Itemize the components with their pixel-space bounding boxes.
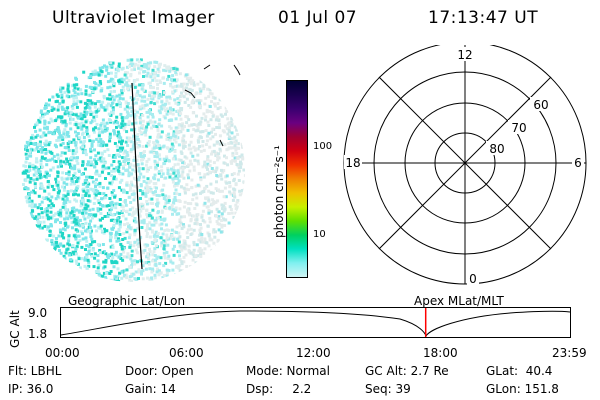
timeline-axis-title: GC Alt [8,310,22,348]
lat-label-60: 60 [533,98,548,112]
mlt-label-12: 12 [457,48,472,62]
status-glon: GLon: 151.8 [486,382,559,396]
colorbar-label: photon cm⁻²s⁻¹ [272,145,286,238]
timeline-y-tick-low: 1.8 [28,327,48,341]
colorbar [286,80,308,278]
status-seq: Seq: 39 [365,382,411,396]
x-tick-0000: 00:00 [45,346,80,360]
status-door: Door: Open [125,364,194,378]
mlt-label-6: 6 [574,156,582,170]
timeline-y-tick-high: 9.0 [28,306,48,320]
status-gc-alt: GC Alt: 2.7 Re [365,364,449,378]
status-filter: Flt: LBHL [8,364,62,378]
x-tick-0600: 06:00 [169,346,204,360]
time-label: 17:13:47 UT [428,8,539,28]
terminator-line [131,82,143,270]
timeline-left-label: Geographic Lat/Lon [68,294,186,308]
colorbar-tick-100: 100 [313,141,333,152]
status-dsp: Dsp: 2.2 [246,382,312,396]
instrument-title: Ultraviolet Imager [52,8,215,28]
x-tick-1800: 18:00 [423,346,458,360]
polar-grid-plot: 12 18 6 0 60 70 80 [343,45,587,286]
colorbar-gradient [287,81,307,277]
lat-label-80: 80 [489,142,504,156]
x-tick-2359: 23:59 [552,346,587,360]
altitude-curve [60,310,571,338]
lat-label-70: 70 [511,121,526,135]
mlt-label-0: 0 [469,272,477,286]
status-mode: Mode: Normal [246,364,330,378]
colorbar-tick-10: 10 [313,229,326,240]
timeline-frame [60,307,571,338]
aurora-image [21,58,245,282]
altitude-timeline [60,307,571,338]
uv-image-panel [21,58,245,282]
timeline-right-label: Apex MLat/MLT [414,294,504,308]
mlt-label-18: 18 [345,156,360,170]
coastline-fragments [184,64,241,147]
status-gain: Gain: 14 [125,382,176,396]
status-glat: GLat: 40.4 [486,364,553,378]
status-ip: IP: 36.0 [8,382,54,396]
polar-diagonal-2 [378,76,552,250]
date-label: 01 Jul 07 [278,8,358,28]
x-tick-1200: 12:00 [296,346,331,360]
